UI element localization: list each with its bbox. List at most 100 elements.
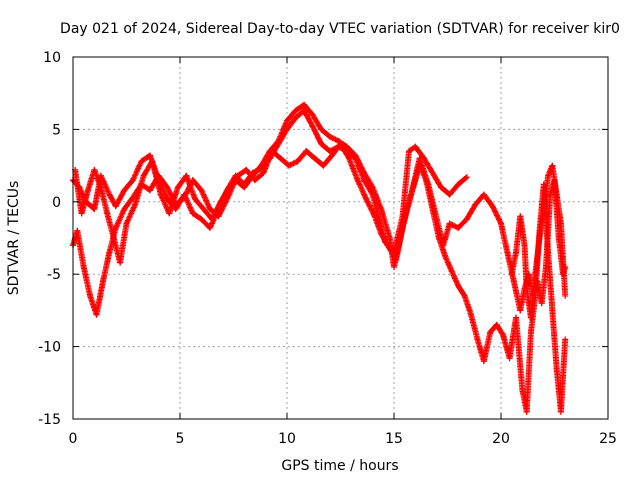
data-point [557, 408, 564, 415]
data-point [318, 140, 325, 147]
data-point [104, 210, 111, 217]
data-point [326, 133, 333, 140]
data-point [361, 177, 368, 184]
data-point [320, 162, 327, 169]
series-trail [70, 101, 569, 415]
data-point [147, 152, 154, 159]
data-point [112, 203, 119, 210]
x-tick-label: 15 [385, 431, 403, 447]
data-point [527, 329, 534, 336]
x-tick-label: 10 [278, 431, 296, 447]
data-point [337, 140, 344, 147]
data-point [91, 206, 98, 213]
data-point [251, 177, 258, 184]
data-point [129, 177, 136, 184]
data-point [209, 216, 216, 223]
x-axis-label: GPS time / hours [281, 458, 398, 474]
data-point [106, 191, 113, 198]
x-tick-label: 20 [492, 431, 510, 447]
data-point [517, 307, 524, 314]
data-point [545, 172, 552, 179]
data-point [84, 187, 91, 194]
data-point [412, 143, 419, 150]
data-point [260, 169, 267, 176]
data-point [500, 332, 507, 339]
data-point [363, 195, 370, 202]
data-point [311, 155, 318, 162]
data-point [425, 181, 432, 188]
data-point [189, 210, 196, 217]
series-track-d [508, 162, 569, 321]
data-point [191, 195, 198, 202]
data-point [166, 210, 173, 217]
data-point [433, 216, 440, 223]
data-point [352, 152, 359, 159]
data-point [540, 206, 547, 213]
data-point [164, 184, 171, 191]
data-point [463, 174, 470, 181]
data-point [378, 206, 385, 213]
data-point [549, 162, 556, 169]
data-point [487, 329, 494, 336]
data-point [80, 263, 87, 270]
data-point [183, 172, 190, 179]
data-point [215, 213, 222, 220]
data-point [446, 191, 453, 198]
data-point [149, 158, 156, 165]
data-point [384, 242, 391, 249]
data-point [498, 220, 504, 227]
data-point [405, 148, 412, 155]
data-point [292, 114, 299, 121]
data-point [557, 220, 564, 227]
y-tick-label: 0 [52, 195, 61, 211]
data-point [132, 201, 139, 208]
data-point [294, 158, 301, 165]
y-tick-label: 10 [43, 50, 61, 66]
data-point [562, 336, 569, 343]
data-point [303, 148, 310, 155]
chart-title: Day 021 of 2024, Sidereal Day-to-day VTE… [60, 21, 620, 37]
data-point [106, 249, 113, 256]
data-point [399, 224, 406, 231]
data-point [361, 169, 368, 176]
grid [73, 57, 608, 419]
data-point [508, 271, 515, 278]
data-point [455, 181, 462, 188]
data-point [461, 292, 468, 299]
data-point [371, 213, 378, 220]
data-point [78, 210, 85, 217]
data-point [140, 172, 147, 179]
y-tick-label: -15 [38, 412, 61, 428]
data-point [442, 253, 449, 260]
data-point [393, 256, 400, 263]
data-point [538, 300, 545, 307]
data-point [504, 249, 511, 256]
data-point [532, 271, 539, 278]
data-point [480, 358, 487, 365]
axis-ticks: 0 5 10 15 20 25 -15 -10 -5 0 5 10 [38, 50, 617, 447]
data-point [286, 162, 293, 169]
data-point [74, 227, 81, 234]
data-point [87, 292, 94, 299]
data-point [553, 365, 560, 372]
data-point [277, 155, 284, 162]
data-point [440, 242, 447, 249]
y-tick-label: -10 [38, 340, 61, 356]
data-point [512, 249, 519, 256]
data-point [416, 155, 423, 162]
data-point [226, 184, 233, 191]
data-point [463, 216, 470, 223]
data-point [93, 311, 100, 318]
y-tick-label: -5 [47, 267, 61, 283]
data-point [510, 278, 517, 285]
series-track-b [70, 101, 569, 415]
data-point [121, 206, 128, 213]
data-point [121, 187, 128, 194]
data-point [448, 268, 455, 275]
data-point [147, 187, 154, 194]
data-point [269, 148, 276, 155]
data-point [97, 184, 104, 191]
data-point [489, 203, 496, 210]
data-point [292, 107, 299, 114]
data-point [523, 408, 530, 415]
